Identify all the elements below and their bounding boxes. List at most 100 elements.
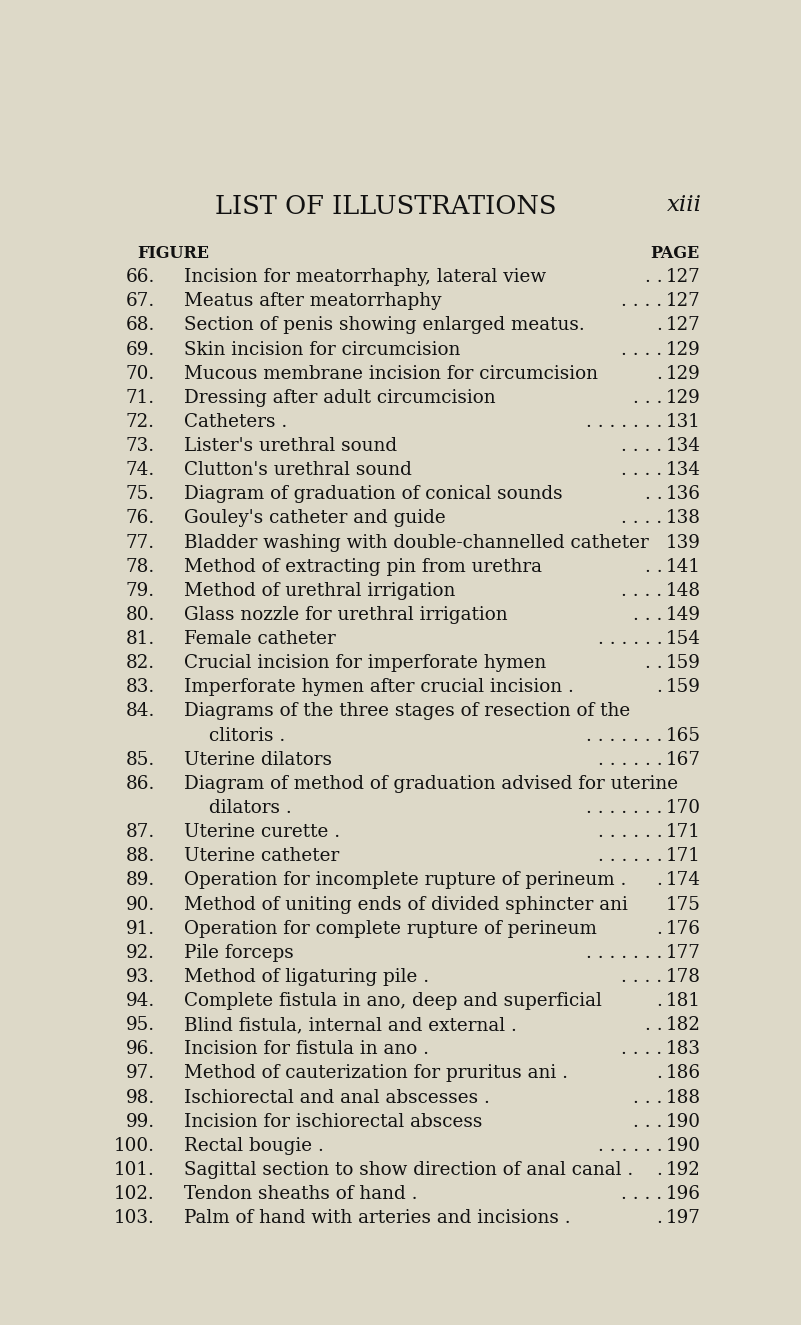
Text: Incision for ischiorectal abscess: Incision for ischiorectal abscess (184, 1113, 482, 1130)
Text: Crucial incision for imperforate hymen: Crucial incision for imperforate hymen (184, 655, 546, 672)
Text: Gouley's catheter and guide: Gouley's catheter and guide (184, 509, 445, 527)
Text: .: . (669, 896, 674, 913)
Text: . . . . . . . .: . . . . . . . . (586, 413, 674, 431)
Text: Meatus after meatorrhaphy: Meatus after meatorrhaphy (184, 293, 441, 310)
Text: 141: 141 (666, 558, 701, 576)
Text: FIGURE: FIGURE (138, 245, 209, 262)
Text: . .: . . (657, 1064, 674, 1083)
Text: . . . .: . . . . (634, 1113, 674, 1130)
Text: 92.: 92. (126, 943, 155, 962)
Text: Sagittal section to show direction of anal canal .: Sagittal section to show direction of an… (184, 1161, 633, 1179)
Text: 76.: 76. (126, 509, 155, 527)
Text: Skin incision for circumcision: Skin incision for circumcision (184, 341, 461, 359)
Text: . . . . .: . . . . . (622, 437, 674, 454)
Text: 129: 129 (666, 388, 701, 407)
Text: dilators .: dilators . (209, 799, 292, 818)
Text: Complete fistula in ano, deep and superficial: Complete fistula in ano, deep and superf… (184, 992, 602, 1010)
Text: 78.: 78. (126, 558, 155, 576)
Text: Diagram of graduation of conical sounds: Diagram of graduation of conical sounds (184, 485, 562, 504)
Text: 174: 174 (666, 872, 701, 889)
Text: 68.: 68. (126, 317, 155, 334)
Text: 165: 165 (666, 726, 701, 745)
Text: Incision for fistula in ano .: Incision for fistula in ano . (184, 1040, 429, 1059)
Text: . . . . . . .: . . . . . . . (598, 847, 674, 865)
Text: 100.: 100. (114, 1137, 155, 1155)
Text: . . . . . . . .: . . . . . . . . (586, 943, 674, 962)
Text: .: . (669, 534, 674, 551)
Text: 183: 183 (666, 1040, 701, 1059)
Text: 101.: 101. (114, 1161, 155, 1179)
Text: 97.: 97. (126, 1064, 155, 1083)
Text: 103.: 103. (114, 1210, 155, 1227)
Text: 88.: 88. (126, 847, 155, 865)
Text: . .: . . (657, 992, 674, 1010)
Text: 91.: 91. (126, 920, 155, 938)
Text: 67.: 67. (126, 293, 155, 310)
Text: 134: 134 (666, 437, 701, 454)
Text: 188: 188 (666, 1089, 701, 1106)
Text: 190: 190 (666, 1137, 701, 1155)
Text: 75.: 75. (126, 485, 155, 504)
Text: 167: 167 (666, 751, 701, 768)
Text: . .: . . (657, 920, 674, 938)
Text: 98.: 98. (126, 1089, 155, 1106)
Text: . . .: . . . (645, 655, 674, 672)
Text: 71.: 71. (126, 388, 155, 407)
Text: . . . . .: . . . . . (622, 967, 674, 986)
Text: 129: 129 (666, 341, 701, 359)
Text: . . . . . . . .: . . . . . . . . (586, 799, 674, 818)
Text: 72.: 72. (126, 413, 155, 431)
Text: 178: 178 (666, 967, 701, 986)
Text: 136: 136 (666, 485, 701, 504)
Text: Operation for complete rupture of perineum: Operation for complete rupture of perine… (184, 920, 597, 938)
Text: Diagrams of the three stages of resection of the: Diagrams of the three stages of resectio… (184, 702, 630, 721)
Text: 102.: 102. (114, 1185, 155, 1203)
Text: 138: 138 (666, 509, 701, 527)
Text: . . .: . . . (645, 1016, 674, 1035)
Text: 139: 139 (666, 534, 701, 551)
Text: Operation for incomplete rupture of perineum .: Operation for incomplete rupture of peri… (184, 872, 626, 889)
Text: 182: 182 (666, 1016, 701, 1035)
Text: . . . . . . .: . . . . . . . (598, 1137, 674, 1155)
Text: . . .: . . . (645, 268, 674, 286)
Text: 171: 171 (666, 847, 701, 865)
Text: . . . . .: . . . . . (622, 509, 674, 527)
Text: Section of penis showing enlarged meatus.: Section of penis showing enlarged meatus… (184, 317, 585, 334)
Text: 96.: 96. (126, 1040, 155, 1059)
Text: Uterine dilators: Uterine dilators (184, 751, 332, 768)
Text: 131: 131 (666, 413, 701, 431)
Text: 196: 196 (666, 1185, 701, 1203)
Text: . .: . . (657, 1210, 674, 1227)
Text: 73.: 73. (126, 437, 155, 454)
Text: Method of cauterization for pruritus ani .: Method of cauterization for pruritus ani… (184, 1064, 568, 1083)
Text: Bladder washing with double-channelled catheter: Bladder washing with double-channelled c… (184, 534, 649, 551)
Text: . .: . . (657, 678, 674, 697)
Text: . . . .: . . . . (634, 388, 674, 407)
Text: 89.: 89. (126, 872, 155, 889)
Text: 175: 175 (666, 896, 701, 913)
Text: . . . . .: . . . . . (622, 341, 674, 359)
Text: 176: 176 (666, 920, 701, 938)
Text: Mucous membrane incision for circumcision: Mucous membrane incision for circumcisio… (184, 364, 598, 383)
Text: Clutton's urethral sound: Clutton's urethral sound (184, 461, 412, 480)
Text: Blind fistula, internal and external .: Blind fistula, internal and external . (184, 1016, 517, 1035)
Text: Female catheter: Female catheter (184, 631, 336, 648)
Text: 80.: 80. (126, 606, 155, 624)
Text: . . .: . . . (645, 558, 674, 576)
Text: Incision for meatorrhaphy, lateral view: Incision for meatorrhaphy, lateral view (184, 268, 546, 286)
Text: 70.: 70. (126, 364, 155, 383)
Text: . . . . . . . .: . . . . . . . . (586, 726, 674, 745)
Text: Method of urethral irrigation: Method of urethral irrigation (184, 582, 455, 600)
Text: . . . . .: . . . . . (622, 582, 674, 600)
Text: . . . . . . .: . . . . . . . (598, 751, 674, 768)
Text: 197: 197 (666, 1210, 701, 1227)
Text: 171: 171 (666, 823, 701, 841)
Text: . .: . . (657, 317, 674, 334)
Text: 99.: 99. (126, 1113, 155, 1130)
Text: . . . . . . .: . . . . . . . (598, 631, 674, 648)
Text: 95.: 95. (126, 1016, 155, 1035)
Text: 192: 192 (666, 1161, 701, 1179)
Text: Imperforate hymen after crucial incision .: Imperforate hymen after crucial incision… (184, 678, 574, 697)
Text: Ischiorectal and anal abscesses .: Ischiorectal and anal abscesses . (184, 1089, 489, 1106)
Text: 129: 129 (666, 364, 701, 383)
